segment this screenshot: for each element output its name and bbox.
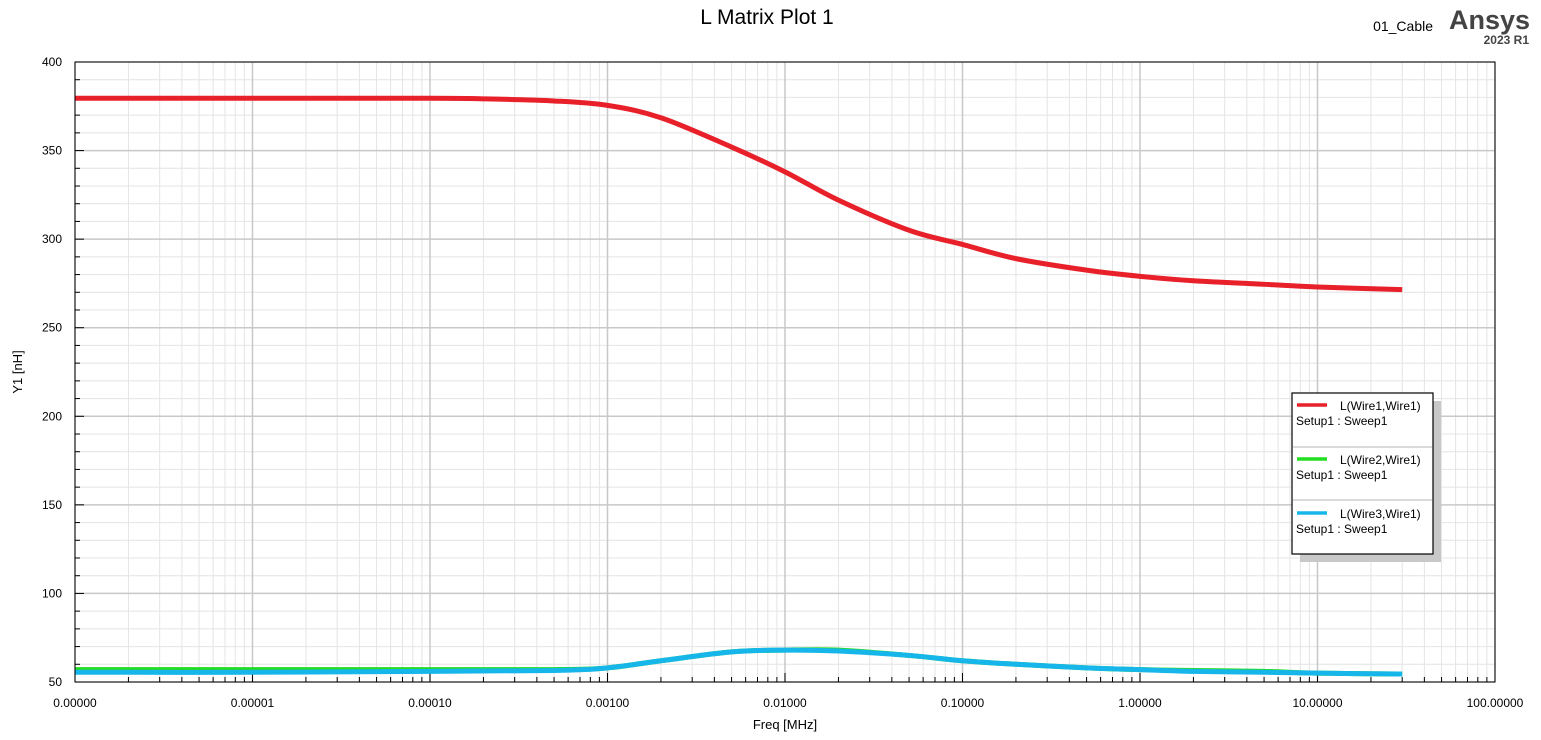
y-tick-label: 350 (42, 144, 62, 158)
y-tick-label: 50 (49, 675, 63, 689)
y-axis-label: Y1 [nH] (10, 350, 25, 393)
x-tick-label: 0.00100 (586, 696, 630, 710)
legend-series-name: L(Wire2,Wire1) (1340, 453, 1421, 467)
legend-series-setup: Setup1 : Sweep1 (1296, 468, 1388, 482)
legend-series-name: L(Wire3,Wire1) (1340, 507, 1421, 521)
y-tick-label: 150 (42, 498, 62, 512)
y-tick-label: 100 (42, 586, 62, 600)
tick-labels: 0.00000 0.00001 0.00010 0.00100 0.01000 0.100… (42, 55, 1524, 710)
x-tick-label: 10.00000 (1292, 696, 1342, 710)
y-tick-label: 250 (42, 321, 62, 335)
x-tick-label: 0.00010 (408, 696, 452, 710)
brand-version: 2023 R1 (1484, 33, 1530, 47)
x-tick-label: 100.00000 (1467, 696, 1524, 710)
series-layer (74, 95, 1403, 677)
legend-box (1291, 392, 1434, 555)
legend[interactable]: L(Wire1,Wire1) Setup1 : Sweep1 L(Wire2,W… (1291, 392, 1441, 562)
legend-series-setup: Setup1 : Sweep1 (1296, 522, 1388, 536)
plot-grid (74, 61, 1496, 683)
x-tick-label: 0.01000 (763, 696, 807, 710)
brand-logo: Ansys (1449, 5, 1530, 35)
y-tick-label: 300 (42, 232, 62, 246)
legend-entry-wire1[interactable]: L(Wire1,Wire1) Setup1 : Sweep1 (1296, 399, 1421, 428)
series-line-wire1 (74, 95, 1403, 293)
x-tick-label: 0.00000 (53, 696, 97, 710)
series-line-wire3 (74, 647, 1403, 677)
x-tick-label: 1.00000 (1118, 696, 1162, 710)
legend-series-setup: Setup1 : Sweep1 (1296, 414, 1388, 428)
x-tick-label: 0.10000 (941, 696, 985, 710)
axis-ticks (74, 61, 1496, 683)
y-tick-label: 200 (42, 409, 62, 423)
chart-title: L Matrix Plot 1 (700, 6, 833, 29)
x-axis-label: Freq [MHz] (753, 717, 817, 732)
x-tick-label: 0.00001 (231, 696, 275, 710)
legend-entry-wire2[interactable]: L(Wire2,Wire1) Setup1 : Sweep1 (1296, 453, 1421, 482)
plot-frame (74, 61, 1496, 683)
design-name: 01_Cable (1373, 18, 1433, 34)
legend-series-name: L(Wire1,Wire1) (1340, 399, 1421, 413)
legend-entry-wire3[interactable]: L(Wire3,Wire1) Setup1 : Sweep1 (1296, 507, 1421, 536)
y-tick-label: 400 (42, 55, 62, 69)
